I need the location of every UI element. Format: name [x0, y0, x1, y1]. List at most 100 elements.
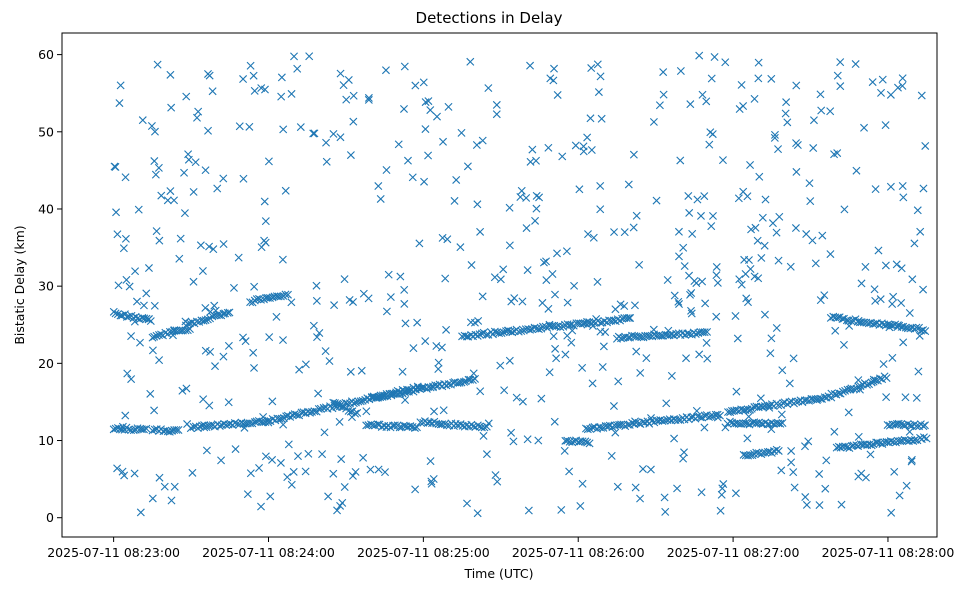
- track-point: [442, 421, 451, 430]
- clutter-point: [209, 245, 218, 254]
- clutter-point: [337, 455, 346, 464]
- track-point: [223, 308, 232, 317]
- clutter-point: [649, 117, 658, 126]
- clutter-point: [879, 360, 888, 369]
- clutter-point: [587, 145, 596, 154]
- clutter-point: [737, 280, 746, 289]
- track-point: [583, 438, 592, 447]
- clutter-point: [860, 123, 869, 132]
- clutter-point: [693, 195, 702, 204]
- clutter-point: [284, 440, 293, 449]
- clutter-point: [908, 275, 917, 284]
- track-point: [113, 423, 122, 432]
- clutter-point: [613, 482, 622, 491]
- clutter-point: [786, 262, 795, 271]
- clutter-point: [741, 269, 750, 278]
- clutter-point: [675, 252, 683, 261]
- clutter-point: [403, 156, 412, 165]
- clutter-point: [437, 343, 446, 352]
- clutter-point: [611, 305, 620, 314]
- clutter-point: [204, 126, 213, 135]
- clutter-point: [413, 318, 422, 327]
- clutter-point: [136, 338, 144, 347]
- clutter-point: [202, 446, 211, 455]
- clutter-point: [839, 340, 848, 349]
- track-point: [514, 327, 523, 336]
- clutter-point: [198, 267, 207, 275]
- clutter-point: [469, 369, 478, 378]
- track-point: [696, 413, 705, 422]
- clutter-point: [563, 331, 572, 340]
- track-point: [752, 448, 761, 457]
- clutter-point: [359, 453, 368, 462]
- track-point: [337, 402, 346, 411]
- track-point: [660, 416, 669, 425]
- clutter-point: [898, 181, 907, 190]
- clutter-point: [772, 228, 781, 237]
- clutter-point: [266, 492, 275, 501]
- clutter-point: [396, 272, 405, 281]
- clutter-point: [463, 162, 472, 171]
- clutter-point: [836, 58, 845, 67]
- clutter-point: [808, 236, 817, 245]
- clutter-point: [876, 295, 885, 304]
- clutter-point: [293, 452, 302, 461]
- clutter-point: [112, 208, 121, 217]
- clutter-point: [204, 69, 212, 78]
- clutter-point: [130, 469, 139, 478]
- plot-frame: [61, 32, 938, 538]
- clutter-point: [235, 122, 244, 131]
- track-point: [563, 436, 572, 445]
- clutter-point: [411, 81, 420, 90]
- clutter-point: [697, 488, 706, 497]
- clutter-point: [281, 186, 290, 195]
- track-point: [150, 425, 159, 434]
- clutter-point: [560, 446, 569, 455]
- clutter-point: [301, 360, 310, 369]
- clutter-point: [293, 64, 302, 73]
- clutter-point: [249, 71, 258, 80]
- clutter-point: [434, 364, 443, 373]
- track-point: [896, 437, 905, 446]
- clutter-point: [518, 397, 527, 406]
- clutter-point: [754, 58, 763, 67]
- clutter-point: [742, 294, 751, 303]
- clutter-point: [239, 75, 248, 84]
- clutter-point: [889, 292, 898, 301]
- points-layer: [109, 51, 931, 518]
- track-point: [836, 443, 845, 452]
- track-point: [142, 314, 151, 323]
- clutter-point: [349, 297, 358, 306]
- y-axis-title: Bistatic Delay (km): [12, 225, 27, 344]
- clutter-point: [545, 368, 554, 377]
- clutter-point: [146, 389, 155, 398]
- clutter-point: [871, 185, 880, 194]
- clutter-point: [452, 175, 461, 184]
- clutter-point: [351, 467, 360, 476]
- clutter-point: [415, 239, 424, 248]
- clutter-point: [567, 338, 576, 347]
- track-point: [351, 398, 360, 407]
- clutter-point: [500, 386, 509, 395]
- track-point: [833, 313, 842, 322]
- clutter-point: [476, 227, 485, 236]
- clutter-point: [783, 118, 792, 127]
- clutter-point: [707, 74, 716, 83]
- clutter-point: [785, 379, 794, 388]
- clutter-point: [213, 184, 222, 193]
- clutter-point: [679, 454, 688, 463]
- clutter-point: [279, 336, 287, 345]
- clutter-point: [661, 507, 670, 516]
- clutter-point: [201, 166, 210, 175]
- clutter-point: [578, 363, 587, 372]
- track-point: [396, 389, 405, 398]
- clutter-point: [663, 275, 672, 284]
- clutter-point: [719, 480, 728, 489]
- clutter-point: [887, 508, 896, 517]
- clutter-point: [787, 446, 796, 455]
- clutter-point: [685, 208, 694, 217]
- clutter-point: [734, 194, 743, 203]
- clutter-point: [340, 275, 349, 284]
- clutter-point: [408, 173, 417, 182]
- clutter-point: [632, 211, 641, 220]
